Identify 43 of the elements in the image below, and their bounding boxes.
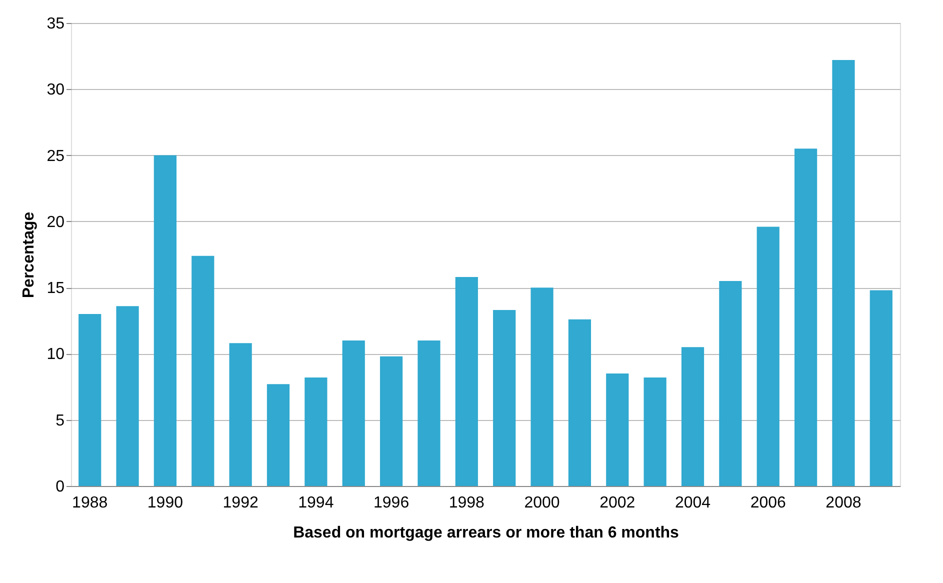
bar (756, 226, 780, 486)
x-tick-label: 2004 (674, 494, 711, 512)
y-tick-label: 5 (56, 412, 65, 430)
bar (606, 374, 629, 486)
x-tick-label: 1988 (72, 494, 108, 512)
x-tick-label: 2008 (826, 494, 862, 512)
bar (719, 280, 742, 486)
y-tick-label: 10 (46, 346, 65, 364)
x-tick-label: 2002 (600, 494, 636, 512)
x-tick-label: 1994 (298, 494, 334, 512)
y-tick-label: 15 (46, 280, 65, 298)
y-axis-title: Percentage (20, 212, 38, 298)
x-tick-label: 1998 (448, 494, 485, 512)
bar (568, 319, 592, 486)
bar (380, 356, 403, 486)
x-tick-label: 2006 (750, 494, 786, 512)
bar (870, 290, 892, 486)
bar (304, 378, 328, 486)
y-tick-label: 30 (46, 82, 65, 99)
bar (229, 343, 252, 486)
y-tick-label: 35 (46, 16, 65, 32)
bar (455, 276, 478, 486)
x-tick-label: 1992 (222, 494, 258, 512)
bar (342, 340, 365, 486)
bar (418, 340, 440, 486)
y-tick-label: 25 (46, 148, 65, 165)
bar (266, 384, 290, 486)
x-axis-title: Based on mortgage arrears or more than 6 months (293, 524, 680, 542)
bar (192, 256, 214, 486)
bar (116, 306, 139, 486)
bar (493, 310, 516, 486)
bar (832, 60, 855, 486)
y-tick-label: 0 (56, 478, 65, 496)
x-tick-label: 2000 (524, 494, 560, 512)
bar (78, 314, 102, 486)
x-tick-label: 1990 (147, 494, 184, 512)
y-tick-label: 20 (46, 214, 65, 231)
bar (154, 155, 177, 486)
bar (794, 148, 818, 486)
bar (644, 378, 666, 486)
bar (681, 347, 704, 486)
x-tick-label: 1996 (374, 494, 410, 512)
bar (530, 288, 554, 486)
